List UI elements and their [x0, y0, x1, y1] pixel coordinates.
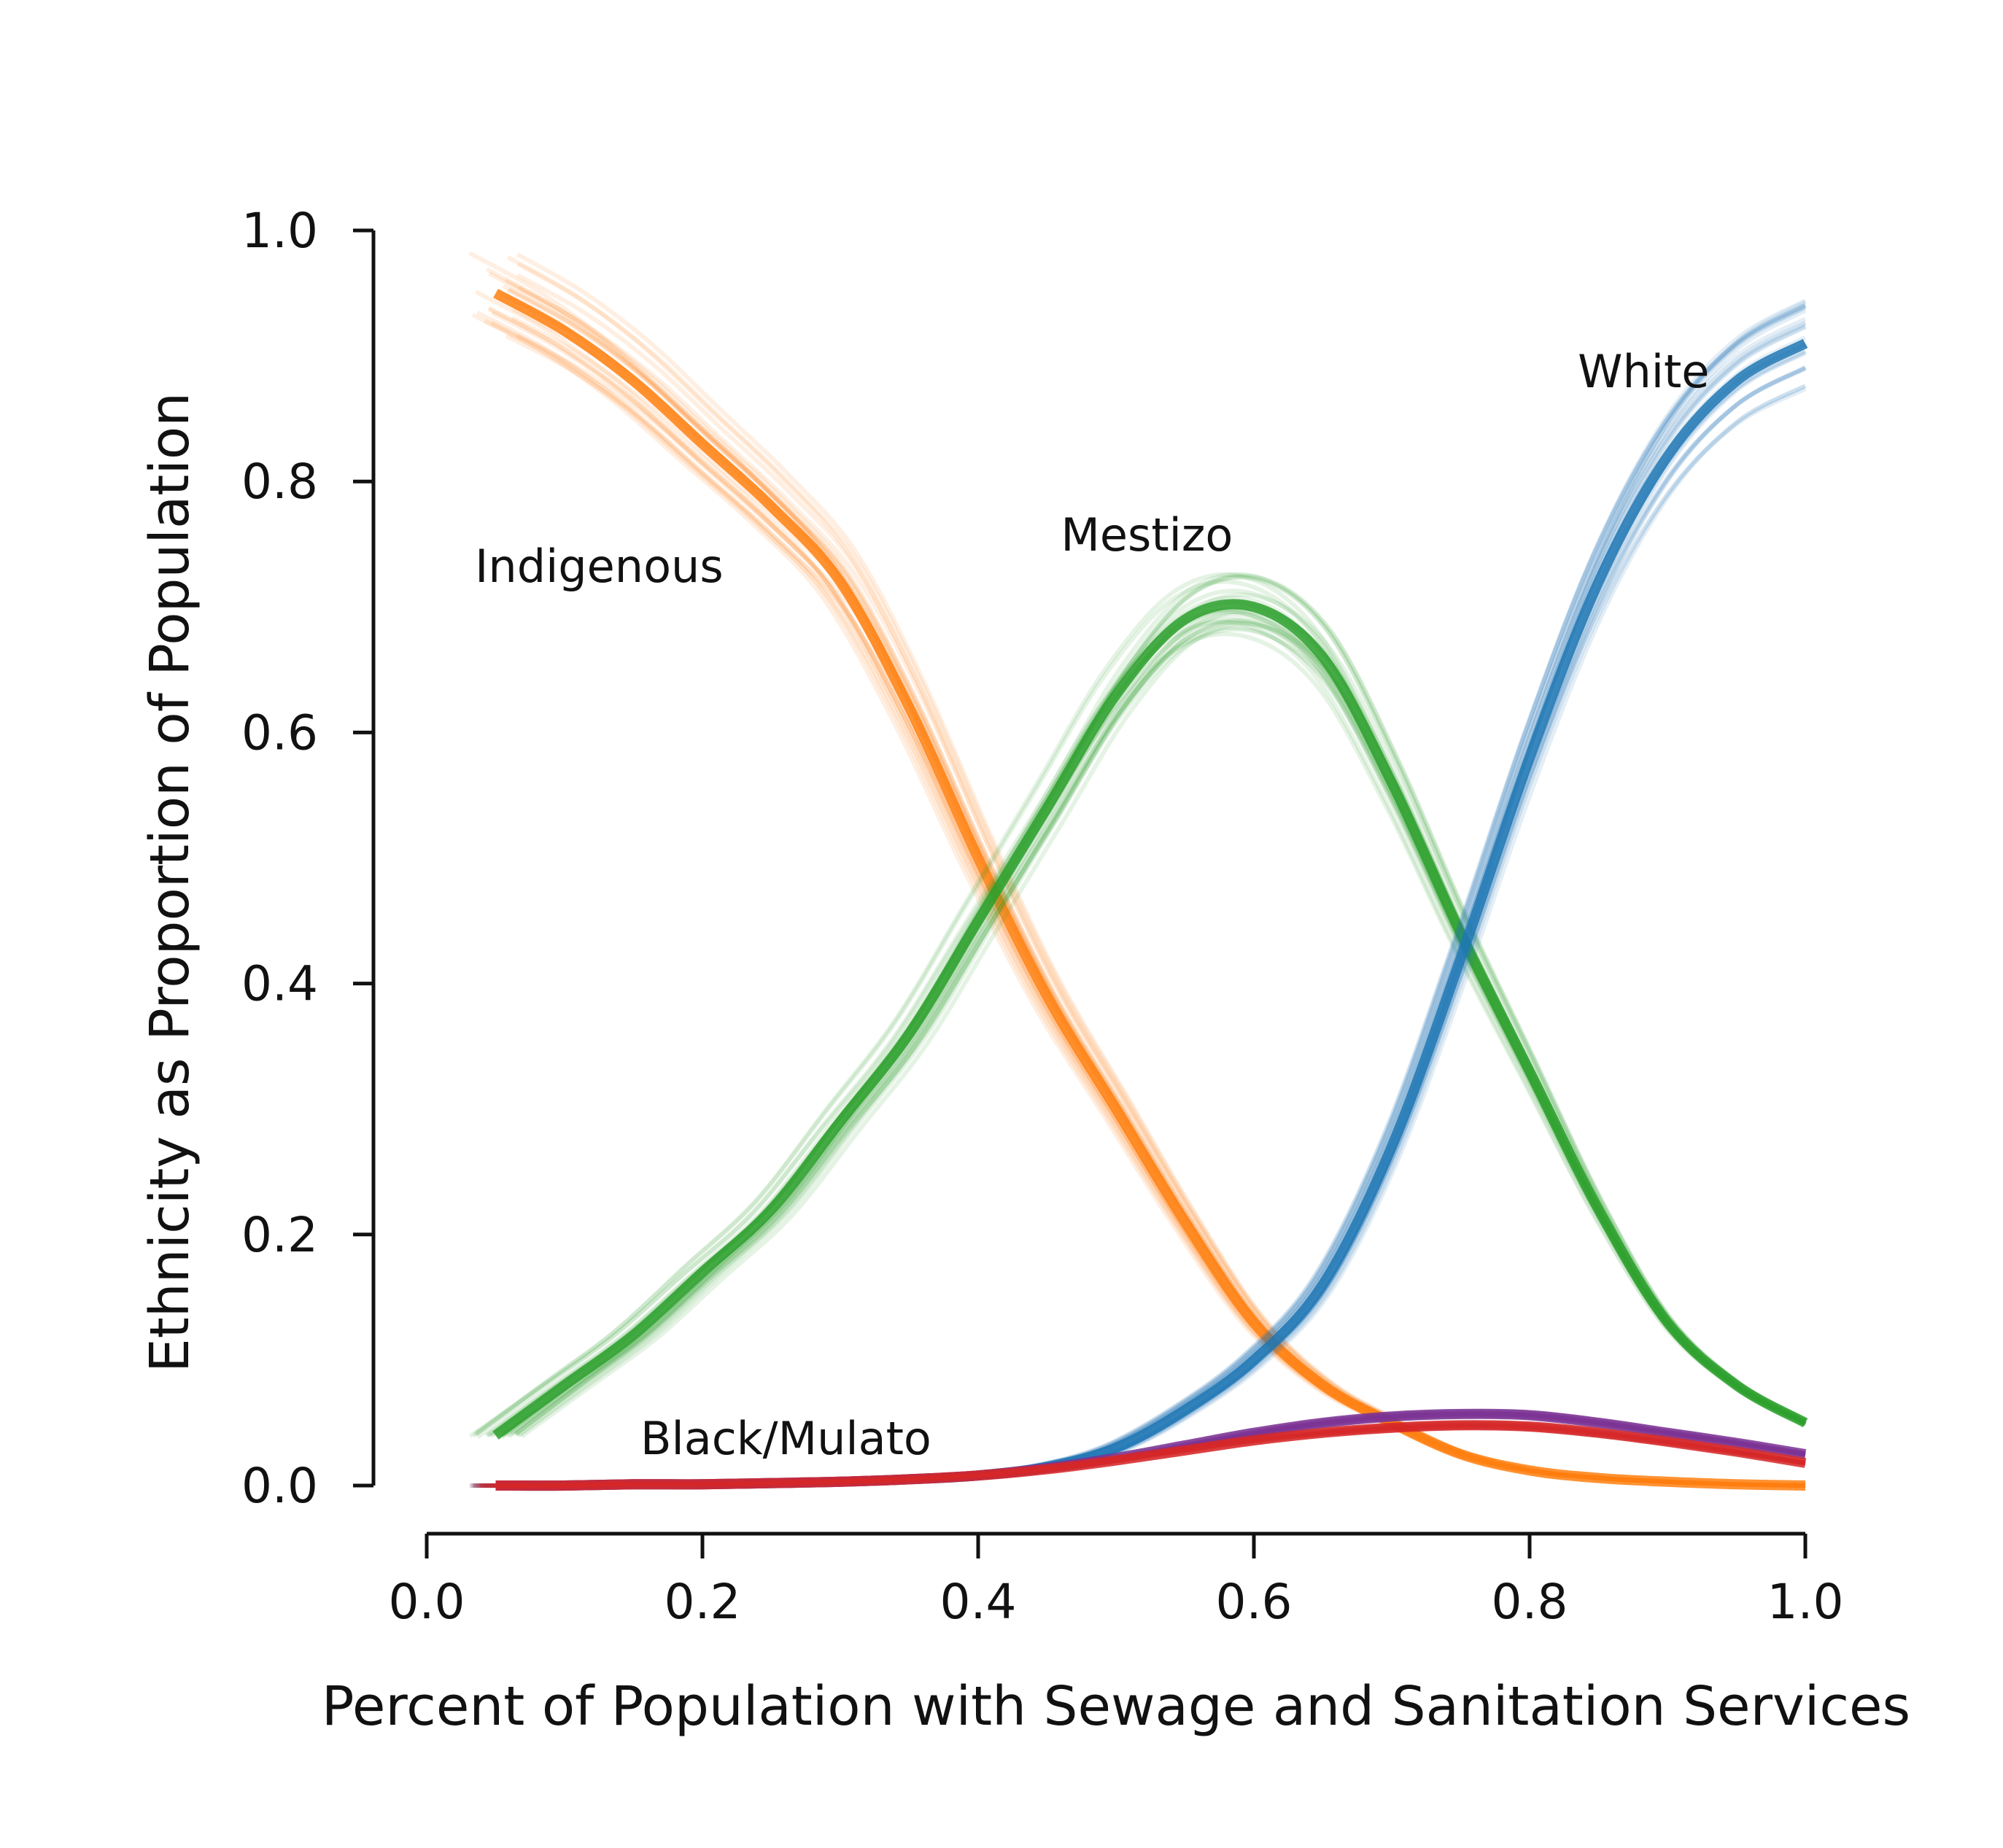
series-mean-line	[493, 288, 1806, 1491]
series-draw-line	[514, 573, 1807, 1436]
x-axis-title: Percent of Population with Sewage and Sa…	[322, 1675, 1910, 1738]
series-draw-line	[506, 288, 1806, 1488]
x-tick-label: 0.2	[665, 1574, 741, 1630]
series-draw-line	[517, 609, 1807, 1438]
series-indigenous	[468, 251, 1806, 1491]
series-mean-line	[492, 599, 1808, 1440]
series-label: White	[1578, 345, 1709, 398]
series-draw-line	[520, 621, 1807, 1439]
y-tick-label: 0.6	[241, 704, 318, 761]
y-axis-title: Ethnicity as Proportion of Population	[139, 392, 201, 1373]
series-draw-line	[503, 303, 1807, 1488]
series-label: Black/Mulato	[640, 1412, 931, 1465]
series-draw-line	[508, 618, 1807, 1438]
series-draw-line	[515, 605, 1807, 1437]
series-draw-line	[509, 575, 1807, 1436]
series-draw-line	[505, 322, 1807, 1488]
series-draw-line	[514, 574, 1807, 1436]
series-draw-line	[503, 572, 1807, 1436]
series-label: Indigenous	[475, 540, 724, 593]
series-labels: Indigenous Mestizo White Black/Mulato	[475, 345, 1709, 1465]
series-draw-line	[498, 612, 1807, 1438]
y-tick-label: 0.0	[241, 1458, 318, 1514]
x-tick-label: 0.4	[940, 1574, 1017, 1630]
x-tick-label: 0.0	[389, 1574, 465, 1630]
series-draw-line	[508, 287, 1806, 1488]
series-draw-line	[501, 626, 1807, 1439]
series-draw-line	[501, 600, 1807, 1437]
series-draw-line	[500, 621, 1807, 1439]
y-tick-label: 0.4	[241, 956, 318, 1012]
series-label: Mestizo	[1061, 508, 1233, 562]
series-draw-line	[505, 619, 1807, 1438]
x-tick-label: 0.8	[1492, 1574, 1568, 1630]
series-unlabeled	[469, 1420, 1807, 1491]
plot-area	[468, 251, 1808, 1491]
series-mestizo	[468, 572, 1808, 1440]
x-tick-label: 1.0	[1767, 1574, 1844, 1630]
x-tick-label: 0.6	[1216, 1574, 1293, 1630]
series-draw-line	[521, 300, 1807, 1488]
series-draw-line	[499, 325, 1807, 1488]
series-draw-line	[511, 316, 1806, 1488]
y-tick-label: 1.0	[241, 203, 318, 259]
y-tick-label: 0.8	[241, 454, 318, 510]
series-draw-line	[502, 284, 1806, 1488]
series-draw-line	[513, 592, 1807, 1437]
series-draw-line	[495, 625, 1807, 1439]
axes: 0.0 0.2 0.4 0.6 0.8 1.0 0.0 0.2 0.4 0.6 0.8 1.0	[241, 203, 1843, 1630]
series-mean-line	[495, 1420, 1807, 1491]
y-tick-label: 0.2	[241, 1207, 318, 1263]
